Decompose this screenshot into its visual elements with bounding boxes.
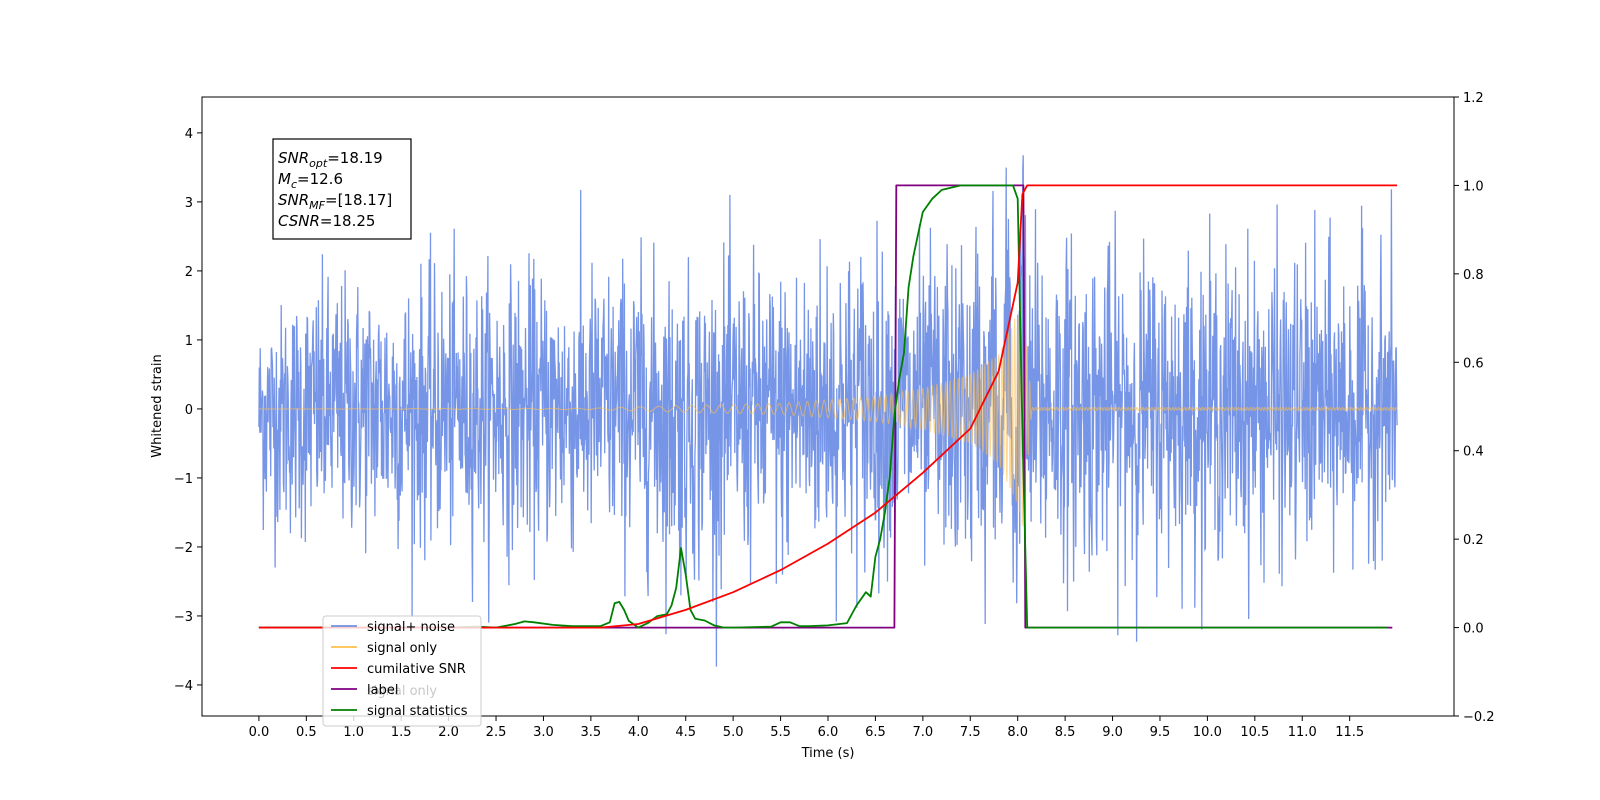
series-cumilative-snr-line bbox=[258, 184, 1398, 629]
x-tick-label: 0.5 bbox=[296, 725, 317, 740]
info-line-value: =12.6 bbox=[297, 170, 343, 188]
legend-frame bbox=[322, 615, 482, 727]
x-tick-label: 0.0 bbox=[249, 725, 270, 740]
left-y-tick-label: 0 bbox=[185, 403, 193, 418]
right-y-tick-label: 0.6 bbox=[1463, 356, 1484, 371]
x-tick-label: 6.5 bbox=[865, 725, 886, 740]
x-tick-label: 10.5 bbox=[1240, 725, 1269, 740]
series-signal-noise-line bbox=[258, 155, 1398, 667]
x-tick-label: 7.0 bbox=[913, 725, 934, 740]
x-tick-label: 3.0 bbox=[533, 725, 554, 740]
legend-entry-label: signal+ noise bbox=[367, 620, 455, 635]
info-line-base: SNR bbox=[278, 191, 309, 209]
left-y-tick-label: −3 bbox=[174, 610, 193, 625]
info-line-base: SNR bbox=[278, 149, 309, 167]
left-y-tick-label: −1 bbox=[174, 472, 193, 487]
y-axis-label: Whitened strain bbox=[150, 354, 165, 457]
x-tick-label: 9.0 bbox=[1102, 725, 1123, 740]
info-line-sub: opt bbox=[309, 157, 328, 170]
left-y-axis-ticks: −4 −3 −2 −1 0 1 2 3 4 bbox=[174, 127, 202, 694]
x-tick-label: 11.0 bbox=[1288, 725, 1317, 740]
info-line-value: =18.25 bbox=[320, 212, 376, 230]
x-tick-label: 9.5 bbox=[1150, 725, 1171, 740]
x-tick-label: 1.0 bbox=[343, 725, 364, 740]
info-line-value: =[18.17] bbox=[325, 191, 392, 209]
x-tick-label: 2.0 bbox=[438, 725, 459, 740]
info-line-sub: MF bbox=[309, 199, 325, 212]
right-y-tick-label: 1.2 bbox=[1463, 91, 1484, 106]
legend-entry-label: signal only bbox=[367, 641, 437, 656]
x-tick-label: 11.5 bbox=[1335, 725, 1364, 740]
x-tick-label: 5.0 bbox=[723, 725, 744, 740]
x-tick-label: 8.5 bbox=[1055, 725, 1076, 740]
info-line-value: =18.19 bbox=[327, 149, 383, 167]
x-tick-label: 8.0 bbox=[1007, 725, 1028, 740]
info-box-frame bbox=[272, 138, 412, 240]
x-axis-label: Time (s) bbox=[801, 746, 855, 761]
info-box-text: SNRopt=18.19 Mc=12.6 SNRMF=[18.17] CSNR=18.… bbox=[278, 149, 392, 230]
x-tick-label: 4.0 bbox=[628, 725, 649, 740]
right-y-tick-label: 0.8 bbox=[1463, 268, 1484, 283]
legend-entry-label: label bbox=[367, 683, 398, 698]
legend-entry-label: cumilative SNR bbox=[367, 662, 466, 677]
legend-entry-label: signal statistics bbox=[367, 704, 468, 719]
legend: signal only signal+ noise signal only cumil… bbox=[322, 615, 482, 727]
left-y-tick-label: −2 bbox=[174, 541, 193, 556]
info-line-sub: c bbox=[291, 178, 297, 191]
info-line-base: M bbox=[278, 170, 291, 188]
legend-items: signal only signal+ noise signal only cumil… bbox=[331, 620, 468, 719]
x-tick-label: 1.5 bbox=[391, 725, 412, 740]
x-tick-label: 10.0 bbox=[1193, 725, 1222, 740]
right-y-tick-label: 0.4 bbox=[1463, 445, 1484, 460]
series-signal-statistics-line bbox=[258, 184, 1388, 629]
plot-area bbox=[258, 155, 1398, 667]
x-tick-label: 3.5 bbox=[581, 725, 602, 740]
x-tick-label: 5.5 bbox=[770, 725, 791, 740]
left-y-tick-label: 4 bbox=[185, 127, 193, 142]
right-y-tick-label: −0.2 bbox=[1463, 710, 1495, 725]
left-y-tick-label: 1 bbox=[185, 334, 193, 349]
series-signal-only-line bbox=[258, 302, 1398, 526]
right-y-tick-label: 0.2 bbox=[1463, 533, 1484, 548]
left-y-tick-label: −4 bbox=[174, 679, 193, 694]
x-tick-label: 6.0 bbox=[818, 725, 839, 740]
x-tick-label: 2.5 bbox=[486, 725, 507, 740]
x-tick-label: 4.5 bbox=[675, 725, 696, 740]
right-y-axis-ticks: −0.2 0.0 0.2 0.4 0.6 0.8 1.0 1.2 bbox=[1454, 91, 1495, 725]
info-box: SNRopt=18.19 Mc=12.6 SNRMF=[18.17] CSNR=18.… bbox=[272, 138, 412, 240]
left-y-tick-label: 3 bbox=[185, 196, 193, 211]
left-y-tick-label: 2 bbox=[185, 265, 193, 280]
right-y-tick-label: 0.0 bbox=[1463, 622, 1484, 637]
x-axis-ticks: 0.0 0.5 1.0 1.5 2.0 2.5 3.0 3.5 4.0 4.5 5.0 5.5 6.0 6… bbox=[249, 716, 1364, 740]
right-y-tick-label: 1.0 bbox=[1463, 179, 1484, 194]
legend-ghost-text: signal only bbox=[367, 684, 437, 699]
info-line-base: CSNR bbox=[278, 212, 320, 230]
x-tick-label: 7.5 bbox=[960, 725, 981, 740]
